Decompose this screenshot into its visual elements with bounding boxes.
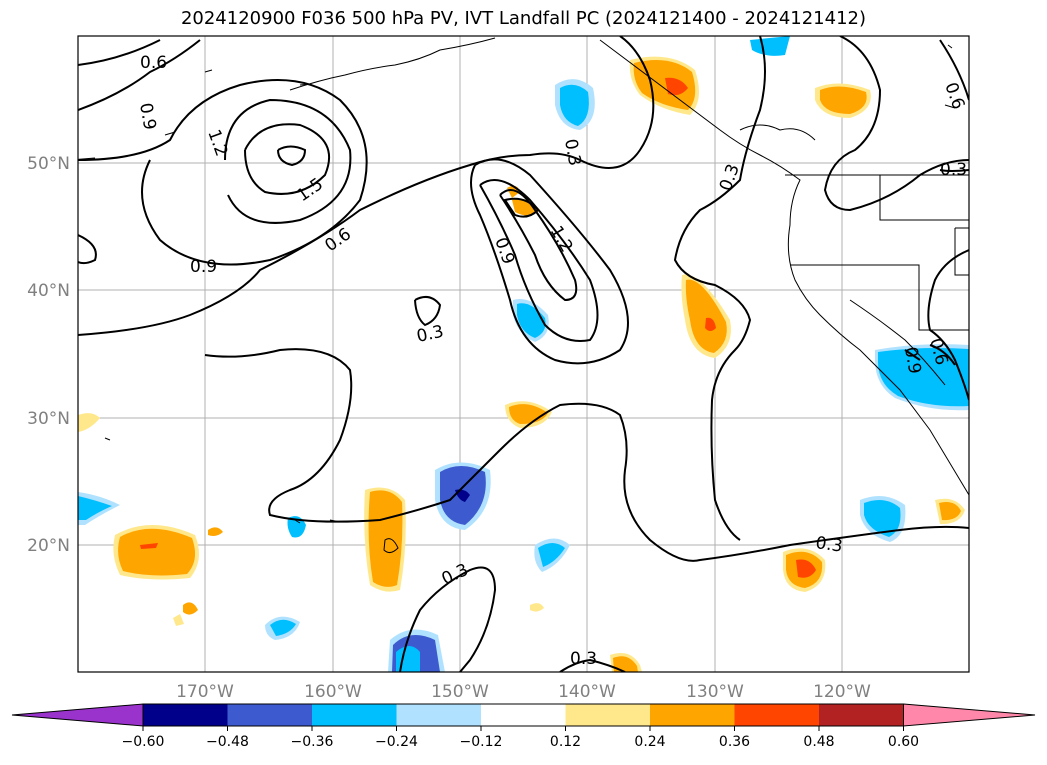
colorbar-tick-label: −0.12 xyxy=(460,734,503,750)
lon-label: 140°W xyxy=(558,682,616,702)
colorbar-tick-label: −0.60 xyxy=(122,734,165,750)
colorbar-segment xyxy=(650,704,735,726)
contour-label: 0.3 xyxy=(570,649,597,669)
map-title: 2024120900 F036 500 hPa PV, IVT Landfall… xyxy=(180,8,867,29)
map-border xyxy=(77,35,970,673)
lat-label: 50°N xyxy=(27,154,70,174)
colorbar-extend-max xyxy=(903,703,1036,727)
colorbar-tick-label: −0.24 xyxy=(375,734,418,750)
lon-label: 160°W xyxy=(304,682,362,702)
colorbar-segment xyxy=(227,704,312,726)
contour-label: 0.3 xyxy=(814,533,844,557)
gridlines xyxy=(78,36,969,672)
contour-label: 0.6 xyxy=(140,53,167,73)
colorbar-segment xyxy=(734,704,819,726)
contour-label: 0.9 xyxy=(900,345,924,375)
longitude-labels: 170°W 160°W 150°W 140°W 130°W 120°W xyxy=(176,682,871,702)
lon-label: 150°W xyxy=(431,682,489,702)
colorbar-segment xyxy=(565,704,650,726)
latitude-labels: 50°N 40°N 30°N 20°N xyxy=(27,154,70,556)
colorbar: −0.60 −0.48 −0.36 −0.24 −0.12 0.12 0.24 0.36 0.4… xyxy=(11,703,1036,750)
colorbar-extend-min xyxy=(11,703,144,727)
colorbar-tick-label: 0.12 xyxy=(550,734,581,750)
lon-label: 130°W xyxy=(686,682,744,702)
colorbar-outline xyxy=(142,703,904,727)
lon-label: 170°W xyxy=(176,682,234,702)
colorbar-tick-label: 0.60 xyxy=(888,734,919,750)
contour-label: 0.9 xyxy=(190,257,217,277)
colorbar-segment xyxy=(819,704,904,726)
colorbar-segment xyxy=(396,704,481,726)
colorbar-segment xyxy=(143,704,228,726)
lat-label: 20°N xyxy=(27,536,70,556)
colorbar-tick-label: 0.24 xyxy=(634,734,665,750)
colorbar-tick-label: −0.36 xyxy=(291,734,334,750)
colorbar-tick-label: 0.36 xyxy=(719,734,750,750)
colorbar-segment xyxy=(312,704,397,726)
pv-contours xyxy=(78,36,969,672)
colorbar-segment xyxy=(481,704,566,726)
lat-label: 40°N xyxy=(27,281,70,301)
lon-label: 120°W xyxy=(813,682,871,702)
colorbar-tick-label: −0.48 xyxy=(206,734,249,750)
lat-label: 30°N xyxy=(27,409,70,429)
colorbar-tick-label: 0.48 xyxy=(803,734,834,750)
contour-label: 0.3 xyxy=(560,137,584,167)
contour-label: 0.3 xyxy=(940,160,967,180)
contour-label: 0.9 xyxy=(135,101,159,131)
